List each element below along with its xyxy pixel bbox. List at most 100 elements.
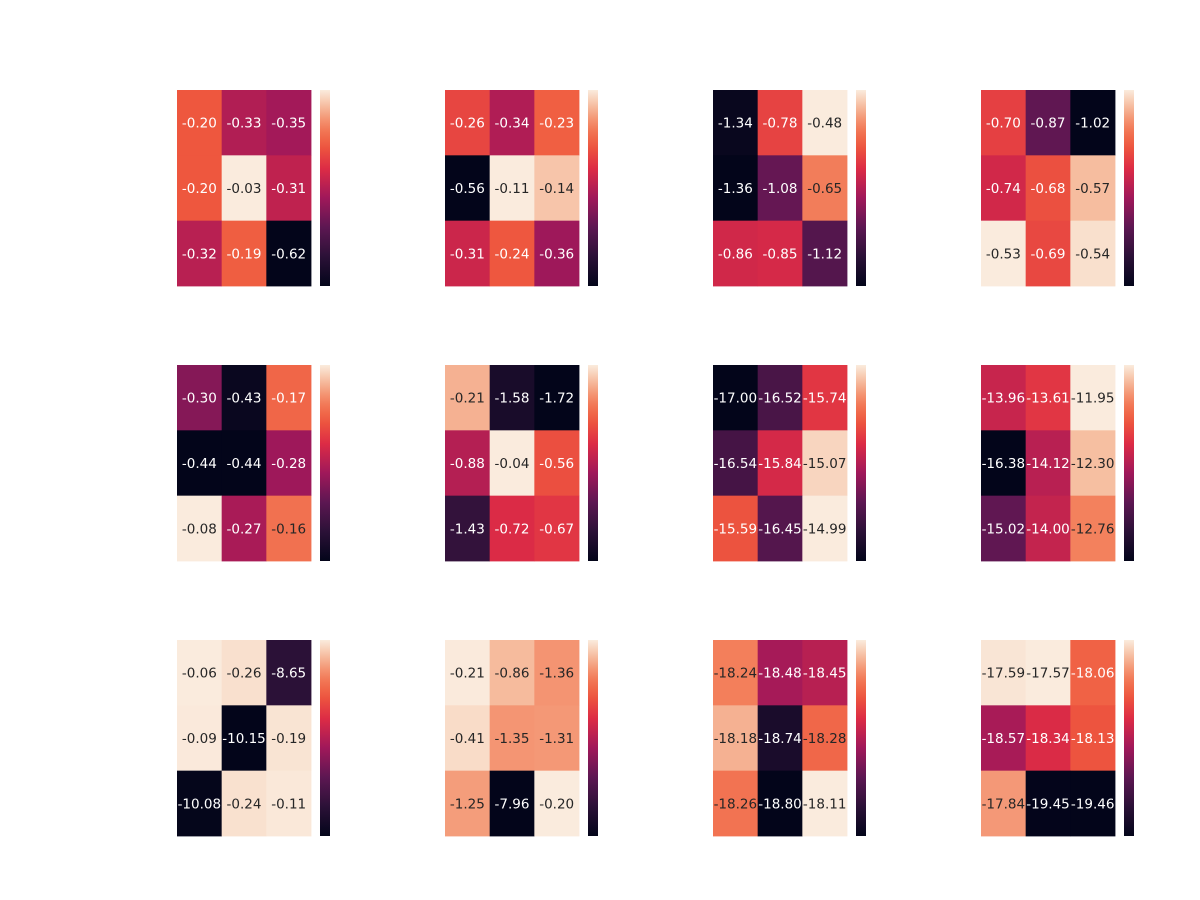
colorbar: [856, 640, 866, 836]
heatmap-cell-r1-c3: [1070, 90, 1116, 156]
heatmap-cell-r2-c1: [981, 430, 1027, 497]
heatmap-cell-label-r1-c2: -0.33: [227, 116, 262, 132]
heatmap-cell-r3-c3: [534, 495, 580, 562]
heatmap-cell-r3-c3: [1070, 495, 1116, 562]
heatmap-cell-r3-c2: [1025, 220, 1071, 287]
heatmap-cell-label-r3-c3: -0.54: [1075, 246, 1110, 262]
heatmap-cell-r2-c2: [1025, 430, 1071, 497]
heatmap-cell-r2-c3: [802, 705, 848, 772]
heatmap-cell-label-r2-c3: -18.13: [1071, 731, 1115, 747]
heatmap-cell-label-r1-c3: -11.95: [1071, 391, 1115, 407]
heatmap-cell-label-r1-c3: -15.74: [803, 391, 847, 407]
heatmap-cell-label-r2-c3: -0.31: [271, 181, 306, 197]
heatmap-cell-label-r3-c3: -0.20: [539, 796, 574, 812]
heatmap-panel-7: -17.00 -16.52 -15.74 -16.54 -15.84 -15.07 -15.…: [713, 365, 866, 562]
heatmap-cell-label-r2-c3: -0.65: [807, 181, 842, 197]
heatmap-cell-label-r3-c1: -18.26: [714, 796, 758, 812]
heatmap-cell-r2-c1: [713, 155, 759, 222]
heatmap-cell-label-r3-c3: -1.12: [807, 246, 842, 262]
heatmap-cell-label-r3-c3: -0.67: [539, 521, 574, 537]
heatmap-cell-r3-c3: [266, 770, 312, 837]
heatmap-panel-9: -0.06 -0.26 -8.65 -0.09 -10.15 -0.19 -10.08 -0.…: [177, 640, 330, 837]
heatmap-cell-label-r3-c3: -12.76: [1071, 521, 1115, 537]
heatmap-cell-label-r3-c1: -15.02: [982, 521, 1026, 537]
heatmap-cell-label-r2-c2: -15.84: [758, 456, 802, 472]
heatmap-cell-label-r1-c1: -0.26: [450, 116, 485, 132]
heatmap-cell-label-r1-c1: -1.34: [718, 116, 753, 132]
heatmap-cell-r2-c3: [534, 430, 580, 497]
heatmap-cell-r2-c3: [1070, 705, 1116, 772]
heatmap-cell-label-r2-c2: -10.15: [222, 731, 266, 747]
heatmap-cell-r3-c2: [489, 220, 535, 287]
heatmap-cell-label-r1-c3: -1.02: [1075, 116, 1110, 132]
heatmap-cell-r1-c2: [757, 90, 803, 156]
heatmap-cell-r2-c2: [489, 430, 535, 497]
heatmap-cell-label-r3-c1: -1.43: [450, 521, 485, 537]
heatmap-cell-r3-c3: [802, 770, 848, 837]
heatmap-cell-r2-c1: [981, 155, 1027, 222]
heatmap-cell-r1-c3: [802, 90, 848, 156]
heatmap-cell-r2-c1: [177, 155, 223, 222]
heatmap-cell-r3-c1: [713, 220, 759, 287]
heatmap-cell-r2-c3: [534, 705, 580, 772]
heatmap-panel-12: -17.59 -17.57 -18.06 -18.57 -18.34 -18.13 -17.…: [981, 640, 1134, 837]
heatmap-cell-label-r2-c2: -0.68: [1031, 181, 1066, 197]
heatmap-cell-label-r2-c2: -0.11: [495, 181, 530, 197]
heatmap-cell-label-r3-c2: -0.69: [1031, 246, 1066, 262]
heatmap-cell-label-r1-c2: -0.78: [763, 116, 798, 132]
heatmap-cell-r2-c1: [177, 705, 223, 772]
heatmap-cell-label-r1-c3: -0.48: [807, 116, 842, 132]
heatmap-cell-label-r1-c2: -13.61: [1026, 391, 1070, 407]
heatmap-panel-4: -0.70 -0.87 -1.02 -0.74 -0.68 -0.57 -0.53 -0.69…: [981, 90, 1134, 287]
heatmap-cell-label-r3-c2: -0.24: [495, 246, 530, 262]
heatmap-cell-r3-c3: [802, 495, 848, 562]
heatmap-cell-r1-c1: [981, 365, 1027, 431]
heatmap-cell-r2-c2: [221, 430, 267, 497]
heatmap-cell-r1-c1: [981, 90, 1027, 156]
heatmap-cell-r1-c2: [489, 90, 535, 156]
heatmap-cell-r3-c1: [177, 495, 223, 562]
heatmap-cell-label-r3-c1: -17.84: [982, 796, 1026, 812]
heatmap-cell-label-r3-c2: -0.24: [227, 796, 262, 812]
heatmap-cell-r3-c1: [981, 770, 1027, 837]
heatmap-cell-label-r1-c1: -0.20: [182, 116, 217, 132]
heatmap-cell-label-r1-c2: -0.26: [227, 666, 262, 682]
heatmap-cell-r1-c1: [713, 365, 759, 431]
heatmap-cell-label-r2-c1: -16.38: [982, 456, 1026, 472]
heatmap-cell-label-r1-c2: -0.34: [495, 116, 530, 132]
heatmap-cell-r1-c2: [221, 640, 267, 706]
heatmap-cell-label-r1-c1: -17.59: [982, 666, 1026, 682]
heatmap-panel-5: -0.30 -0.43 -0.17 -0.44 -0.44 -0.28 -0.08 -0.27…: [177, 365, 330, 562]
colorbar: [320, 640, 330, 836]
heatmap-cell-label-r3-c2: -18.80: [758, 796, 802, 812]
heatmap-cell-label-r2-c1: -18.57: [982, 731, 1026, 747]
heatmap-cell-r3-c1: [981, 495, 1027, 562]
heatmap-cell-label-r1-c3: -1.36: [539, 666, 574, 682]
heatmap-cell-label-r2-c2: -0.44: [227, 456, 262, 472]
heatmap-cell-label-r2-c3: -15.07: [803, 456, 847, 472]
colorbar: [1124, 640, 1134, 836]
heatmap-cell-r2-c1: [981, 705, 1027, 772]
colorbar: [588, 640, 598, 836]
heatmap-cell-label-r2-c1: -16.54: [714, 456, 758, 472]
heatmap-cell-label-r2-c2: -18.34: [1026, 731, 1070, 747]
colorbar: [320, 365, 330, 561]
heatmap-cell-r2-c2: [489, 705, 535, 772]
heatmap-cell-label-r1-c3: -0.35: [271, 116, 306, 132]
heatmap-cell-label-r3-c2: -0.72: [495, 521, 530, 537]
heatmap-cell-r1-c1: [445, 90, 491, 156]
colorbar: [320, 90, 330, 286]
heatmap-cell-label-r2-c2: -1.35: [495, 731, 530, 747]
heatmap-cell-r3-c2: [757, 770, 803, 837]
heatmap-cell-label-r3-c3: -0.36: [539, 246, 574, 262]
heatmap-cell-label-r3-c2: -0.27: [227, 521, 262, 537]
heatmap-cell-r1-c1: [445, 640, 491, 706]
heatmap-cell-r1-c1: [713, 640, 759, 706]
heatmap-cell-r3-c1: [177, 770, 223, 837]
heatmap-cell-label-r2-c1: -0.09: [182, 731, 217, 747]
heatmap-cell-label-r3-c2: -7.96: [495, 796, 530, 812]
heatmap-panel-2: -0.26 -0.34 -0.23 -0.56 -0.11 -0.14 -0.31 -0.24…: [445, 90, 598, 287]
heatmap-cell-label-r2-c3: -0.28: [271, 456, 306, 472]
heatmap-cell-label-r2-c2: -0.04: [495, 456, 530, 472]
